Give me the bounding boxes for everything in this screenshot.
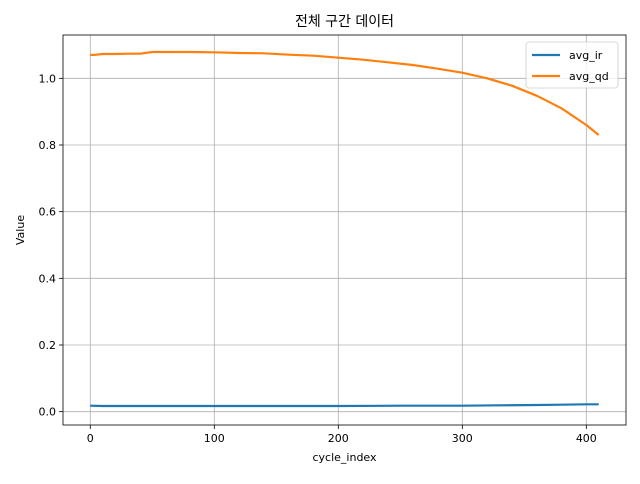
x-tick-label: 400 bbox=[576, 432, 597, 445]
y-tick-label: 0.2 bbox=[39, 339, 57, 352]
legend-label-avg_ir: avg_ir bbox=[569, 49, 603, 62]
series-layer bbox=[90, 50, 600, 408]
axes-frame bbox=[62, 34, 627, 426]
legend: avg_ir avg_qd bbox=[525, 41, 619, 89]
y-tick-label: 1.0 bbox=[39, 72, 57, 85]
y-axis-label: Value bbox=[14, 215, 27, 245]
x-tick-label: 0 bbox=[87, 432, 94, 445]
x-tick-label: 200 bbox=[328, 432, 349, 445]
x-tick-label: 300 bbox=[452, 432, 473, 445]
y-tick-label: 0.0 bbox=[39, 406, 57, 419]
legend-label-avg_qd: avg_qd bbox=[569, 70, 609, 83]
y-tick-label: 0.8 bbox=[39, 139, 57, 152]
axis-ticks: 0 100 200 300 400 0.0 0.2 0.4 0.6 0.8 1.0 bbox=[39, 72, 597, 445]
y-tick-label: 0.4 bbox=[39, 272, 57, 285]
y-tick-label: 0.6 bbox=[39, 206, 57, 219]
x-tick-label: 100 bbox=[204, 432, 225, 445]
series-line-avg_qd bbox=[90, 50, 600, 136]
chart-title: 전체 구간 데이터 bbox=[295, 14, 394, 30]
series-line-avg_ir bbox=[90, 403, 599, 408]
x-axis-label: cycle_index bbox=[312, 451, 377, 464]
